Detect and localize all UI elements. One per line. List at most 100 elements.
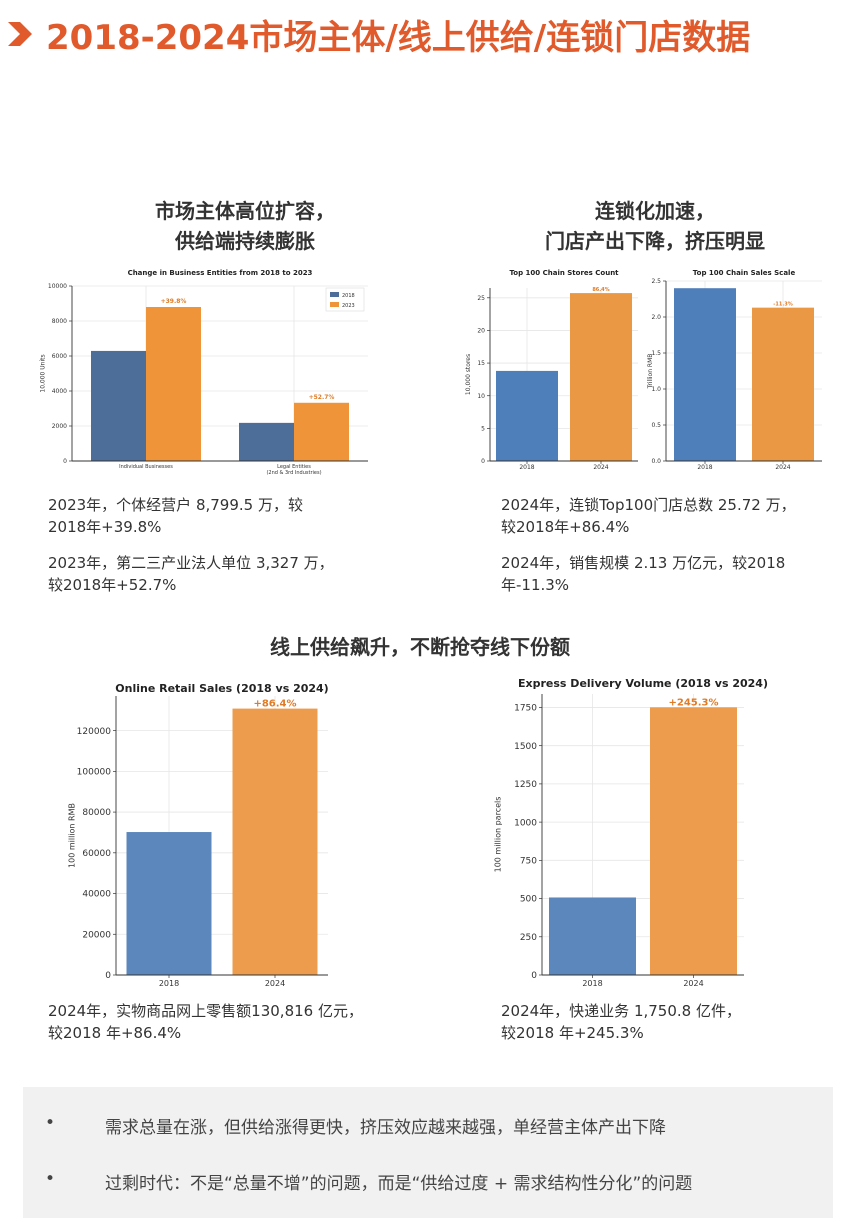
y-tick-label: 750 [520,856,537,866]
y-tick-label: 80000 [82,808,111,818]
bullet-dot: • [45,1169,56,1189]
y-tick-label: 1.5 [651,350,661,357]
bar [650,707,737,975]
bar [752,307,814,461]
desc-line: 较2018 年+245.3% [501,1024,644,1042]
heading-line: 连锁化加速， [595,199,715,223]
desc-line: 较2018年+86.4% [501,518,630,536]
express-chart: Express Delivery Volume (2018 vs 2024) 0 2… [488,672,798,992]
desc-line: 年-11.3% [501,576,570,594]
entities-description-1: 2023年，个体经营户 8,799.5 万，较 2018年+39.8% [48,494,303,538]
bar [239,422,294,461]
y-tick-label: 20000 [82,930,111,940]
chain-description-2: 2024年，销售规模 2.13 万亿元，较2018 年-11.3% [501,552,785,596]
y-tick-label: 0 [531,971,537,981]
bar [674,288,736,461]
y-tick-label: 1250 [514,780,537,790]
y-tick-label: 2.5 [651,278,661,285]
y-tick-label: 250 [520,933,537,943]
legend-label: 2023 [342,303,355,309]
desc-line: 2024年，销售规模 2.13 万亿元，较2018 [501,554,786,572]
x-tick-label: Legal Entities [277,464,311,470]
y-tick-label: 8000 [52,318,67,325]
stores-chart: Top 100 Chain Stores Count 0 5 10 15 20 25 10,0… [462,264,647,479]
entities-description-2: 2023年，第二三产业法人单位 3,327 万， 较2018年+52.7% [48,552,334,596]
section-heading-chain: 连锁化加速， 门店产出下降，挤压明显 [470,196,840,256]
desc-line: 2023年，个体经营户 8,799.5 万，较 [48,496,303,514]
y-tick-label: 1000 [514,818,537,828]
bar-annotation: -11.3% [773,302,792,308]
heading-line: 市场主体高位扩容， [155,199,335,223]
summary-box: • 需求总量在涨，但供给涨得更快，挤压效应越来越强，单经营主体产出下降 • 过剩… [23,1087,833,1218]
y-tick-label: 120000 [77,727,112,737]
y-tick-label: 1750 [514,704,537,714]
retail-description: 2024年，实物商品网上零售额130,816 亿元， 较2018 年+86.4% [48,1000,363,1044]
bar [496,370,558,461]
y-tick-label: 0 [105,971,111,981]
y-tick-label: 60000 [82,849,111,859]
desc-line: 2023年，第二三产业法人单位 3,327 万， [48,554,334,572]
express-description: 2024年，快递业务 1,750.8 亿件， 较2018 年+245.3% [501,1000,741,1044]
x-tick-label: 2024 [683,979,703,988]
x-tick-label: 2024 [593,464,608,471]
y-tick-label: 0 [63,458,67,465]
stores-chart-svg: Top 100 Chain Stores Count 0 5 10 15 20 25 10,0… [465,269,638,471]
heading-line: 供给端持续膨胀 [175,229,315,253]
bar [549,897,636,975]
bar-annotation: +52.7% [309,394,335,401]
page-header: 2018-2024市场主体/线上供给/连锁门店数据 [0,8,842,60]
x-tick-label: Individual Businesses [119,464,173,470]
x-tick-label: 2024 [265,979,285,988]
desc-line: 2018年+39.8% [48,518,162,536]
y-tick-label: 2000 [52,423,67,430]
legend-swatch [330,302,339,307]
sales-chart: Top 100 Chain Sales Scale 0.0 0.5 1.0 1.5 2.0… [644,264,829,479]
x-tick-label: 2024 [775,464,790,471]
desc-line: 2024年，快递业务 1,750.8 亿件， [501,1002,741,1020]
x-tick-label: 2018 [159,979,179,988]
bar-annotation: +245.3% [668,697,718,708]
bar [91,350,146,461]
section-heading-online: 线上供给飙升，不断抢夺线下份额 [270,635,570,659]
y-tick-label: 0.0 [651,458,661,465]
y-tick-label: 0 [481,458,485,465]
bar [570,293,632,461]
x-tick-sublabel: (2nd & 3rd Industries) [266,470,321,476]
bar [232,708,318,975]
chart-title: Top 100 Chain Stores Count [509,269,619,277]
section-heading-entities: 市场主体高位扩容， 供给端持续膨胀 [60,196,430,256]
y-axis-label: 100 million parcels [494,797,503,873]
y-tick-label: 500 [520,895,537,905]
x-tick-label: 2018 [519,464,534,471]
desc-line: 较2018 年+86.4% [48,1024,182,1042]
bar [294,402,349,461]
y-tick-label: 0.5 [651,422,661,429]
y-tick-label: 10000 [48,283,67,290]
y-tick-label: 6000 [52,353,67,360]
desc-line: 2024年，连锁Top100门店总数 25.72 万， [501,496,796,514]
bullet-text: 需求总量在涨，但供给涨得更快，挤压效应越来越强，单经营主体产出下降 [105,1118,666,1138]
y-tick-label: 100000 [77,768,112,778]
y-tick-label: 2.0 [651,314,661,321]
y-tick-label: 25 [477,295,485,302]
chain-description-1: 2024年，连锁Top100门店总数 25.72 万， 较2018年+86.4% [501,494,796,538]
desc-line: 较2018年+52.7% [48,576,177,594]
y-tick-label: 1500 [514,742,537,752]
legend-swatch [330,292,339,297]
desc-line: 2024年，实物商品网上零售额130,816 亿元， [48,1002,363,1020]
chart-title: Express Delivery Volume (2018 vs 2024) [518,677,768,690]
retail-chart: Online Retail Sales (2018 vs 2024) 0 20000… [56,676,356,992]
y-axis-label: 10,000 stores [465,354,472,395]
heading-line: 门店产出下降，挤压明显 [545,229,765,253]
bar [126,832,212,975]
y-tick-label: 20 [477,328,485,335]
x-tick-label: 2018 [697,464,712,471]
y-axis-label: 100 million RMB [68,803,77,868]
y-tick-label: 15 [477,360,485,367]
chevron-right-icon [8,22,32,46]
bar-annotation: +39.8% [161,298,187,305]
bullet-text: 过剩时代：不是“总量不增”的问题，而是“供给过度 + 需求结构性分化”的问题 [105,1174,693,1194]
retail-chart-svg: Online Retail Sales (2018 vs 2024) 0 20000… [68,682,329,988]
bar-annotation: +86.4% [253,699,296,710]
y-axis-label: 10,000 Units [39,354,46,392]
